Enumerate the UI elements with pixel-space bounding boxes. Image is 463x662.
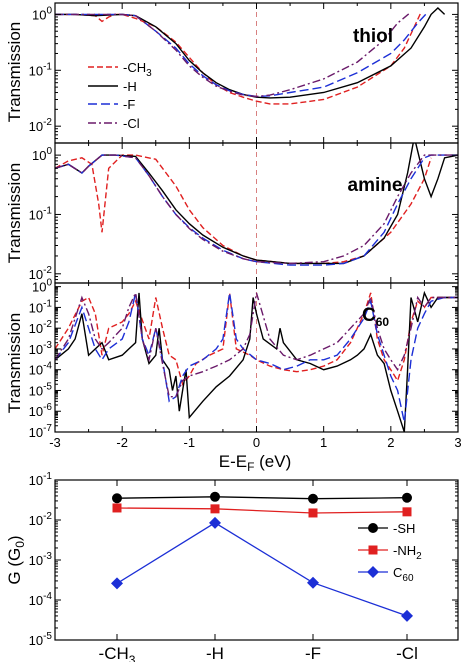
y-tick-label: 100 [32, 5, 52, 22]
ylabel-thiol: Transmission [5, 22, 24, 122]
series-line-ch3 [55, 11, 422, 105]
ylabel-amine: Transmission [5, 163, 24, 263]
y-tick-label: 10-7 [29, 423, 53, 440]
y-tick-label: 10-1 [29, 471, 53, 488]
series-line-sh [116, 496, 408, 500]
y-tick-label: 10-5 [29, 631, 53, 648]
legend-label-c60: C60 [393, 565, 414, 584]
y-tick-label: 10-3 [29, 340, 53, 357]
series-line-cl [55, 290, 458, 398]
legend-conductance: -SH -NH2 C60 [358, 521, 422, 584]
panel-amine: 100 10-1 10-2 [29, 142, 459, 284]
legend-marker-c60 [367, 566, 379, 578]
series-line-h [55, 143, 458, 265]
series-line-f [55, 11, 429, 98]
panel-label-thiol: thiol [353, 26, 393, 47]
y-tick-label: 100 [32, 146, 52, 163]
x-tick-label: 0 [253, 435, 260, 450]
category-label: -F [305, 644, 321, 662]
series-line-cl [55, 154, 458, 265]
category-label: -CH3 [99, 644, 136, 662]
x-tick-label: -1 [184, 435, 196, 450]
series-line-h [55, 290, 458, 432]
y-tick-label: 10-1 [29, 205, 53, 222]
series-line-ch3 [55, 292, 458, 386]
legend-label-f: -F [123, 97, 135, 112]
data-point-c60 [401, 609, 413, 622]
y-tick-label: 10-1 [29, 298, 53, 315]
y-tick-label: 10-2 [29, 319, 53, 336]
legend-marker-sh [368, 523, 378, 533]
x-tick-label: -3 [49, 435, 61, 450]
ylabel-conductance: G (G0) [5, 535, 27, 584]
panel-c60: 100 10-1 10-2 10-3 10-4 10-5 10-6 10-7-3 -2 -1 0 1 2… [29, 278, 462, 450]
panel-label-amine: amine [348, 175, 403, 196]
y-tick-label: 10-2 [29, 511, 53, 528]
series-line-c60 [116, 522, 408, 617]
panel-conductance: 10-5 10-4 10-3 10-2 10-1 -CH3 -H -F -Cl [29, 471, 459, 662]
series-line-cl [55, 11, 412, 98]
legend-label-cl: -Cl [123, 116, 140, 131]
data-point-sh [210, 491, 220, 502]
y-tick-label: 10-4 [29, 591, 53, 608]
xlabel: E-EF (eV) [219, 452, 292, 474]
data-point-c60 [307, 576, 319, 589]
x-tick-label: 2 [387, 435, 394, 450]
x-tick-label: -2 [116, 435, 128, 450]
legend-marker-nh2 [368, 545, 378, 555]
category-label: -H [206, 644, 224, 662]
ylabel-c60: Transmission [5, 313, 24, 413]
y-tick-label: 10-2 [29, 265, 53, 282]
series-line-f [55, 292, 458, 423]
legend-label-ch3: -CH3 [123, 60, 152, 79]
data-point-sh [402, 492, 412, 503]
y-tick-label: 10-6 [29, 402, 53, 419]
data-point-nh2 [210, 504, 220, 514]
data-point-nh2 [308, 508, 318, 518]
series-line-nh2 [116, 507, 408, 514]
x-tick-label: 1 [320, 435, 327, 450]
panels: 10010-110-210010-110-210010-110-210-310-… [29, 2, 462, 662]
category-label: -Cl [396, 644, 418, 662]
y-tick-label: 100 [32, 278, 52, 295]
data-point-nh2 [402, 507, 412, 517]
panel-thiol: 100 10-1 10-2 [29, 2, 459, 144]
data-point-sh [308, 493, 318, 504]
data-point-c60 [111, 577, 123, 590]
legend-label-sh: -SH [393, 521, 415, 536]
y-tick-label: 10-3 [29, 551, 53, 568]
y-tick-label: 10-5 [29, 381, 53, 398]
legend-label-h: -H [123, 79, 137, 94]
y-tick-label: 10-2 [29, 117, 53, 134]
data-point-c60 [209, 516, 221, 529]
data-point-nh2 [112, 503, 122, 513]
x-tick-label: 3 [454, 435, 461, 450]
legend-thiol: -CH3 -H -F -Cl [88, 60, 152, 131]
data-point-sh [112, 493, 122, 504]
legend-label-nh2: -NH2 [393, 543, 422, 562]
series-line-h [55, 7, 446, 99]
panel-label-c60: C60 [362, 305, 389, 329]
y-tick-label: 10-4 [29, 361, 53, 378]
y-tick-label: 10-1 [29, 61, 53, 78]
